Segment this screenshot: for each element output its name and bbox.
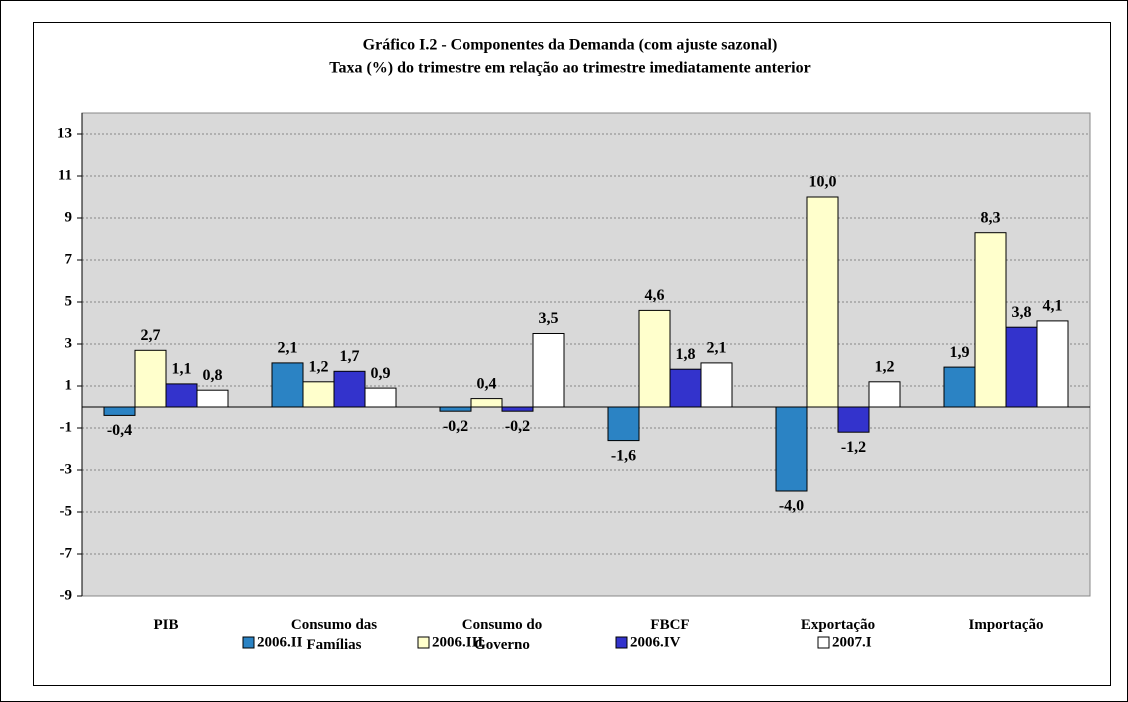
value-label: 1,8 bbox=[676, 346, 696, 363]
x-tick-label: Importação bbox=[968, 617, 1044, 633]
x-tick-label: FBCF bbox=[650, 617, 690, 633]
value-label: -1,6 bbox=[611, 447, 636, 464]
bar bbox=[943, 366, 976, 408]
bar bbox=[134, 349, 167, 408]
y-tick-label: 11 bbox=[58, 167, 72, 183]
bar bbox=[868, 381, 901, 408]
value-label: 1,1 bbox=[172, 361, 192, 378]
value-label: -0,2 bbox=[505, 418, 530, 435]
value-label: 4,6 bbox=[645, 287, 665, 304]
plot-area bbox=[81, 112, 1091, 597]
value-label: 10,0 bbox=[809, 174, 837, 191]
value-label: 1,2 bbox=[309, 358, 329, 375]
y-tick-label: -7 bbox=[60, 545, 73, 561]
y-tick-label: 3 bbox=[65, 335, 73, 351]
value-label: -0,2 bbox=[443, 418, 468, 435]
bar bbox=[302, 381, 335, 408]
value-label: 1,2 bbox=[875, 358, 895, 375]
value-label: 0,9 bbox=[371, 365, 391, 382]
legend-label: 2006.II bbox=[257, 634, 303, 650]
legend-swatch bbox=[817, 636, 830, 649]
legend-label: 2006.III bbox=[432, 634, 483, 650]
value-label: 2,7 bbox=[141, 327, 161, 344]
x-tick-label: Consumo do Governo bbox=[461, 617, 543, 653]
value-label: 1,9 bbox=[950, 344, 970, 361]
bar bbox=[439, 406, 472, 412]
bar bbox=[700, 362, 733, 408]
y-tick-label: -5 bbox=[60, 503, 73, 519]
bar bbox=[271, 362, 304, 408]
value-label: -1,2 bbox=[841, 439, 866, 456]
y-tick-label: -3 bbox=[60, 461, 73, 477]
bar bbox=[333, 370, 366, 408]
chart-title: Gráfico I.2 - Componentes da Demanda (co… bbox=[363, 37, 778, 54]
bar bbox=[607, 406, 640, 442]
value-label: -4,0 bbox=[779, 498, 804, 515]
value-label: 1,7 bbox=[340, 348, 360, 365]
y-tick-label: 5 bbox=[65, 293, 73, 309]
y-tick-label: -1 bbox=[60, 419, 73, 435]
bar bbox=[669, 368, 702, 408]
bar bbox=[196, 389, 229, 408]
value-label: -0,4 bbox=[107, 422, 132, 439]
bar bbox=[974, 232, 1007, 408]
value-label: 2,1 bbox=[707, 340, 727, 357]
value-label: 0,8 bbox=[203, 367, 223, 384]
x-tick-label: PIB bbox=[153, 617, 179, 633]
legend-label: 2006.IV bbox=[630, 634, 681, 650]
bar bbox=[501, 406, 534, 412]
legend-swatch bbox=[417, 636, 430, 649]
bar bbox=[806, 196, 839, 408]
value-label: 4,1 bbox=[1043, 298, 1063, 315]
bar bbox=[470, 398, 503, 408]
bar bbox=[638, 309, 671, 408]
value-label: 3,8 bbox=[1012, 304, 1032, 321]
y-tick-label: 1 bbox=[65, 377, 73, 393]
y-tick-label: 9 bbox=[65, 209, 73, 225]
y-tick-label: -9 bbox=[60, 587, 73, 603]
bar bbox=[1005, 326, 1038, 408]
bar bbox=[837, 406, 870, 433]
bar bbox=[532, 333, 565, 408]
bar bbox=[165, 383, 198, 408]
value-label: 8,3 bbox=[981, 209, 1001, 226]
value-label: 2,1 bbox=[278, 340, 298, 357]
bar bbox=[364, 387, 397, 408]
legend-label: 2007.I bbox=[832, 634, 872, 650]
legend-swatch bbox=[615, 636, 628, 649]
value-label: 3,5 bbox=[539, 310, 559, 327]
chart-subtitle: Taxa (%) do trimestre em relação ao trim… bbox=[329, 60, 810, 77]
y-tick-label: 7 bbox=[65, 251, 73, 267]
x-tick-label: Consumo das Famílias bbox=[290, 617, 378, 653]
bar bbox=[103, 406, 136, 416]
legend-swatch bbox=[242, 636, 255, 649]
x-tick-label: Exportação bbox=[800, 617, 876, 633]
y-tick-label: 13 bbox=[57, 125, 72, 141]
value-label: 0,4 bbox=[477, 375, 497, 392]
bar bbox=[1036, 320, 1069, 408]
bar bbox=[775, 406, 808, 492]
